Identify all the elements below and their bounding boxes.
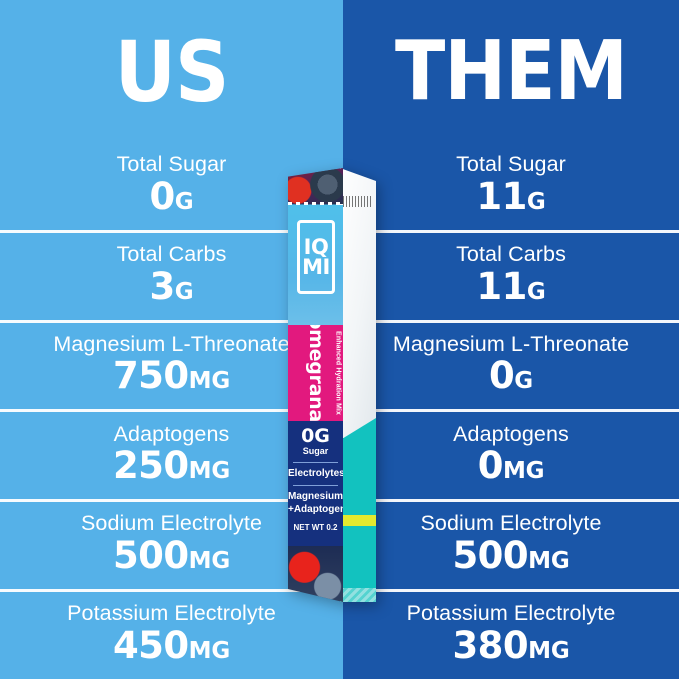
us-cell: Adaptogens 250MG xyxy=(0,409,343,499)
packet-front-face: IQ MI Pomegranate Enhanced Hydration Mix… xyxy=(288,168,343,602)
value-unit: MG xyxy=(502,458,545,485)
packet-magnesium-label: Magnesium xyxy=(288,491,343,503)
us-cell: Potassium Electrolyte 450MG xyxy=(0,589,343,679)
nutrient-label: Magnesium L-Threonate xyxy=(53,331,290,356)
value-number: 3 xyxy=(149,264,176,308)
comparison-rows: Total Sugar 0G Total Sugar 11G Total Car… xyxy=(0,140,679,679)
brand-logo-line-1: IQ xyxy=(303,234,329,259)
value-unit: G xyxy=(526,188,546,215)
packet-stats-band: 0G Sugar Electrolytes Magnesium +Adaptog… xyxy=(288,421,343,546)
packet-net-weight: NET WT 0.2 xyxy=(293,523,338,533)
value-unit: MG xyxy=(188,547,231,574)
value-unit: G xyxy=(174,188,194,215)
us-cell: Magnesium L-Threonate 750MG xyxy=(0,320,343,410)
us-column-header: US xyxy=(114,23,230,121)
them-column-header: THEM xyxy=(395,24,628,119)
nutrient-value: 0G xyxy=(149,174,194,218)
nutrient-label: Total Carbs xyxy=(116,241,227,266)
value-number: 380 xyxy=(452,623,529,667)
value-unit: MG xyxy=(188,368,231,395)
nutrient-label: Sodium Electrolyte xyxy=(80,511,263,536)
nutrient-value: 450MG xyxy=(112,623,231,667)
nutrient-value: 380MG xyxy=(452,623,570,667)
nutrient-value: 0MG xyxy=(477,444,545,488)
value-number: 0 xyxy=(149,174,176,218)
value-unit: MG xyxy=(528,547,570,574)
packet-flavor-subtitle: Enhanced Hydration Mix xyxy=(334,331,342,415)
value-unit: MG xyxy=(528,637,570,664)
value-number: 0 xyxy=(477,444,504,488)
comparison-row: Potassium Electrolyte 450MG Potassium El… xyxy=(0,588,679,679)
us-cell: Sodium Electrolyte 500MG xyxy=(0,499,343,589)
value-number: 500 xyxy=(452,533,529,577)
them-panel xyxy=(343,0,679,679)
us-panel xyxy=(0,0,343,679)
packet-teal-section xyxy=(340,418,376,602)
packet-flavor-band: Pomegranate Enhanced Hydration Mix xyxy=(288,325,343,421)
packet-back-face xyxy=(340,168,376,602)
packet-fruit-photo-bottom xyxy=(288,546,343,602)
packet-adaptogens-label: +Adaptogens xyxy=(288,503,343,515)
value-number: 11 xyxy=(476,174,527,218)
comparison-row: Total Sugar 0G Total Sugar 11G xyxy=(0,140,679,230)
nutrient-label: Sodium Electrolyte xyxy=(420,511,602,536)
nutrient-label: Total Carbs xyxy=(456,241,566,266)
product-packet-image: IQ MI Pomegranate Enhanced Hydration Mix… xyxy=(288,168,376,602)
nutrient-label: Adaptogens xyxy=(453,421,569,446)
brand-logo: IQ MI xyxy=(297,220,335,294)
packet-sugar-label: Sugar xyxy=(302,446,329,456)
nutrient-label: Total Sugar xyxy=(116,152,227,177)
nutrient-label: Potassium Electrolyte xyxy=(67,601,276,626)
barcode-icon xyxy=(343,196,373,207)
value-number: 500 xyxy=(112,533,189,577)
packet-yellow-stripe xyxy=(340,515,376,526)
nutrient-label: Total Sugar xyxy=(456,152,566,177)
value-number: 11 xyxy=(476,264,527,308)
nutrient-label: Magnesium L-Threonate xyxy=(392,331,630,356)
comparison-row: Magnesium L-Threonate 750MG Magnesium L-… xyxy=(0,319,679,410)
value-unit: MG xyxy=(188,458,231,485)
packet-sugar-value: 0G xyxy=(301,425,330,447)
nutrient-value: 250MG xyxy=(112,444,231,488)
value-number: 0 xyxy=(489,354,515,398)
packet-tear-line xyxy=(288,202,343,205)
nutrient-label: Adaptogens xyxy=(113,421,230,446)
nutrient-value: 11G xyxy=(476,264,546,308)
nutrient-value: 3G xyxy=(149,264,194,308)
packet-electrolytes-label: Electrolytes xyxy=(288,467,343,479)
nutrient-label: Potassium Electrolyte xyxy=(406,601,616,626)
them-cell: Total Sugar 11G xyxy=(343,140,679,230)
value-unit: G xyxy=(514,368,533,395)
them-cell: Sodium Electrolyte 500MG xyxy=(343,499,679,589)
packet-crimp-seal xyxy=(340,588,376,602)
packet-divider xyxy=(293,461,338,463)
brand-logo-line-2: MI xyxy=(302,255,330,279)
value-number: 250 xyxy=(112,444,189,488)
them-cell: Total Carbs 11G xyxy=(343,230,679,320)
them-cell: Adaptogens 0MG xyxy=(343,409,679,499)
nutrient-value: 0G xyxy=(489,354,533,398)
nutrient-value: 11G xyxy=(476,174,546,218)
value-number: 450 xyxy=(112,623,189,667)
value-unit: G xyxy=(526,278,546,305)
us-cell: Total Sugar 0G xyxy=(0,140,343,230)
us-cell: Total Carbs 3G xyxy=(0,230,343,320)
nutrient-value: 750MG xyxy=(112,354,231,398)
packet-white-section xyxy=(340,168,376,438)
packet-fruit-photo-top xyxy=(288,168,343,204)
them-cell: Potassium Electrolyte 380MG xyxy=(343,589,679,679)
value-number: 750 xyxy=(112,354,189,398)
packet-flavor-name: Pomegranate xyxy=(304,325,327,421)
value-unit: G xyxy=(174,278,194,305)
value-unit: MG xyxy=(188,637,231,664)
packet-divider xyxy=(293,485,338,487)
nutrient-value: 500MG xyxy=(112,533,231,577)
them-cell: Magnesium L-Threonate 0G xyxy=(343,320,679,410)
packet-body: IQ MI Pomegranate Enhanced Hydration Mix… xyxy=(288,168,376,602)
nutrient-value: 500MG xyxy=(452,533,570,577)
